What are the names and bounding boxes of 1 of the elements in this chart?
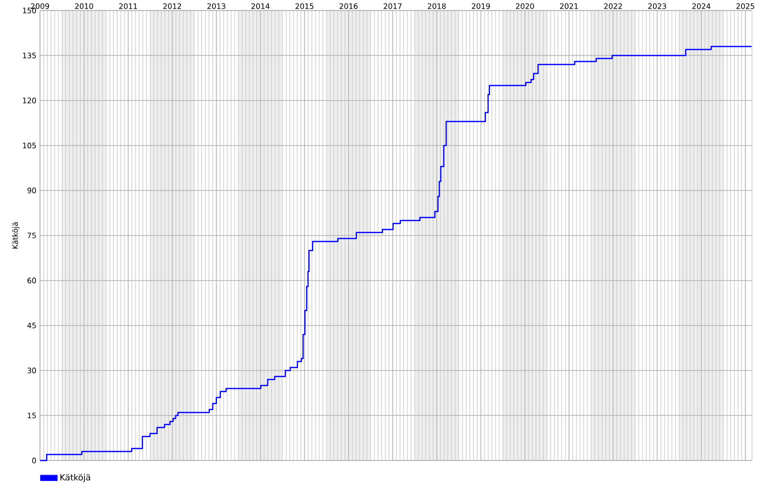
legend-label: Kätköjä [60,474,90,482]
